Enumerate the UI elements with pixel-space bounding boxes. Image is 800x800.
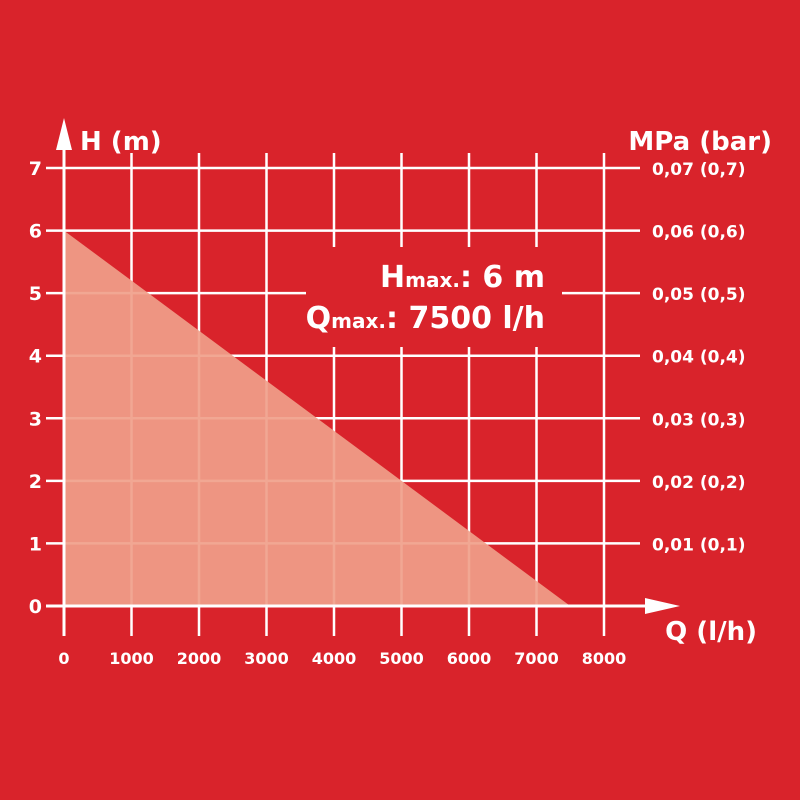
y-tick-label: 3 [29, 408, 42, 430]
y-tick-label: 4 [29, 346, 42, 368]
y2-tick-label: 0,07 (0,7) [652, 160, 746, 180]
x-tick-label: 2000 [177, 649, 222, 668]
y-axis-label: H (m) [80, 127, 162, 157]
annotation-background [306, 247, 562, 347]
qmax-annotation: Qmax.: 7500 l/h [306, 301, 545, 336]
y2-tick-label: 0,02 (0,2) [652, 473, 746, 493]
y2-tick-label: 0,05 (0,5) [652, 285, 746, 305]
y-tick-label: 5 [29, 283, 42, 305]
y-tick-label: 0 [29, 596, 42, 618]
y-tick-label: 2 [29, 471, 42, 493]
x-axis-arrow-icon [645, 598, 680, 614]
y2-tick-label: 0,06 (0,6) [652, 223, 746, 243]
y-tick-label: 6 [29, 221, 42, 243]
x-tick-label: 4000 [312, 649, 357, 668]
tick-labels: 0 1000 2000 3000 4000 5000 6000 7000 8000 0 1 0,01 … [29, 158, 746, 668]
y2-tick-label: 0,03 (0,3) [652, 410, 746, 430]
y2-tick-label: 0,01 (0,1) [652, 535, 746, 555]
performance-area-polygon [64, 230, 571, 607]
x-tick-label: 3000 [244, 649, 289, 668]
y2-tick-label: 0,04 (0,4) [652, 348, 746, 368]
x-tick-label: 7000 [514, 649, 559, 668]
x-tick-label: 6000 [447, 649, 492, 668]
axes [46, 118, 680, 636]
y-axis-arrow-icon [56, 118, 72, 150]
x-tick-label: 8000 [582, 649, 627, 668]
y-tick-label: 1 [29, 533, 42, 555]
x-axis-label: Q (l/h) [665, 617, 757, 647]
performance-area [64, 230, 571, 607]
y2-axis-label: MPa (bar) [628, 127, 772, 157]
y-tick-label: 7 [29, 158, 42, 180]
x-tick-label: 0 [58, 649, 69, 668]
x-tick-label: 5000 [379, 649, 424, 668]
hmax-annotation: Hmax.: 6 m [380, 260, 545, 295]
x-tick-label: 1000 [109, 649, 154, 668]
